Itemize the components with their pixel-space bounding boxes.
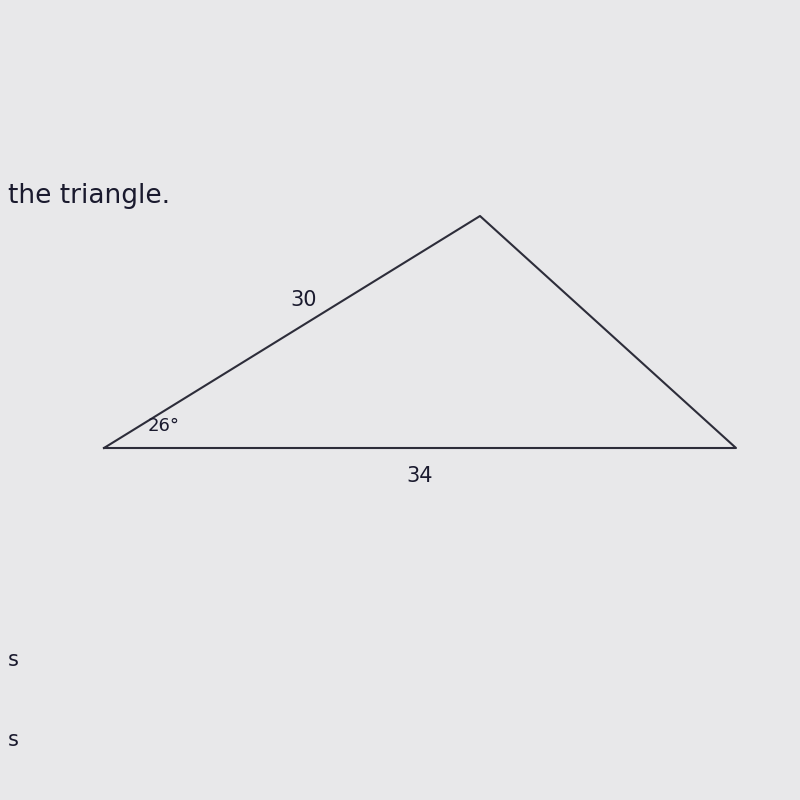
Text: 26°: 26°	[148, 417, 180, 434]
Text: 30: 30	[290, 290, 318, 310]
Text: s: s	[8, 730, 19, 750]
Text: 34: 34	[406, 466, 434, 486]
Text: the triangle.: the triangle.	[8, 183, 170, 209]
Text: s: s	[8, 650, 19, 670]
